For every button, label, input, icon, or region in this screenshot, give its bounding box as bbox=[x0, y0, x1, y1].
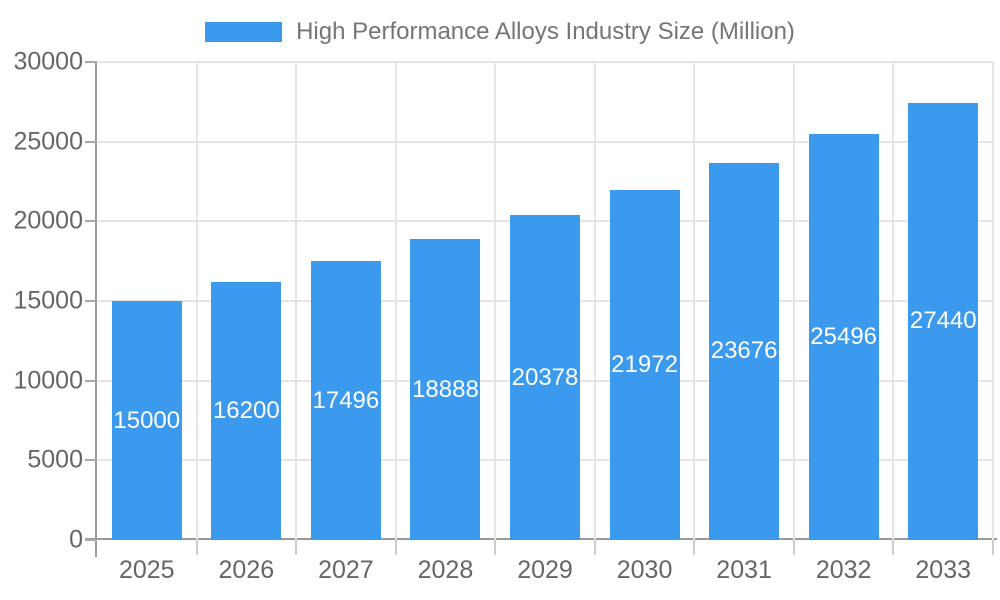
y-tick-label: 15000 bbox=[13, 286, 83, 315]
x-axis-tick bbox=[992, 540, 994, 555]
legend-label: High Performance Alloys Industry Size (M… bbox=[296, 18, 795, 45]
bar[interactable] bbox=[609, 189, 680, 540]
y-tick-label: 30000 bbox=[13, 47, 83, 76]
x-tick-label: 2028 bbox=[417, 556, 474, 584]
bar-value-label: 20378 bbox=[511, 363, 579, 391]
gridline-vertical bbox=[593, 62, 596, 540]
gridline-vertical bbox=[892, 62, 895, 540]
x-tick-label: 2033 bbox=[915, 556, 972, 584]
x-axis-tick bbox=[892, 540, 895, 555]
bar[interactable] bbox=[808, 133, 879, 540]
legend-swatch bbox=[205, 22, 283, 42]
legend[interactable]: High Performance Alloys Industry Size (M… bbox=[0, 12, 1000, 52]
gridline-horizontal bbox=[97, 61, 993, 63]
x-tick-label: 2030 bbox=[616, 556, 673, 584]
bar[interactable] bbox=[211, 281, 282, 540]
x-axis-tick bbox=[792, 540, 795, 555]
gridline-vertical bbox=[394, 62, 397, 540]
x-tick-label: 2032 bbox=[815, 556, 872, 584]
y-tick-label: 10000 bbox=[13, 366, 83, 395]
bar-value-label: 27440 bbox=[909, 307, 977, 335]
y-axis-tick bbox=[85, 300, 97, 302]
x-axis-tick bbox=[494, 540, 497, 555]
bar[interactable] bbox=[111, 301, 182, 540]
x-tick-label: 2031 bbox=[716, 556, 772, 584]
y-axis-tick bbox=[85, 220, 97, 223]
bar[interactable] bbox=[410, 239, 481, 540]
y-axis-tick bbox=[85, 459, 97, 462]
gridline-horizontal bbox=[97, 140, 993, 143]
gridline-vertical bbox=[295, 62, 298, 540]
x-tick-label: 2025 bbox=[118, 556, 175, 584]
y-axis-tick bbox=[85, 379, 97, 382]
y-tick-label: 5000 bbox=[27, 445, 83, 474]
bar-value-label: 15000 bbox=[113, 406, 181, 434]
bar[interactable] bbox=[709, 162, 780, 540]
bar-value-label: 17496 bbox=[312, 386, 380, 414]
bar[interactable] bbox=[908, 102, 979, 540]
bar-value-label: 18888 bbox=[412, 375, 479, 403]
bar-value-label: 16200 bbox=[212, 396, 280, 424]
x-axis-tick bbox=[593, 540, 596, 555]
y-axis-tick bbox=[85, 61, 97, 63]
gridline-vertical bbox=[992, 62, 994, 540]
gridline-vertical bbox=[195, 62, 198, 540]
y-axis-tick bbox=[85, 140, 97, 143]
plot-area: 0 5000 10000 15000 20000 25000 30000 15000 2025 1… bbox=[13, 48, 997, 584]
bar[interactable] bbox=[310, 261, 381, 540]
x-tick-label: 2029 bbox=[517, 556, 573, 584]
bar[interactable] bbox=[510, 215, 580, 540]
y-axis-line bbox=[95, 62, 97, 557]
x-axis-tick bbox=[394, 540, 397, 555]
gridline-vertical bbox=[792, 62, 795, 540]
x-axis-tick bbox=[195, 540, 198, 555]
bar-value-label: 23676 bbox=[710, 337, 778, 365]
y-tick-label: 0 bbox=[69, 525, 83, 554]
x-axis-tick bbox=[693, 540, 696, 555]
y-axis-tick bbox=[85, 539, 97, 541]
bar-value-label: 25496 bbox=[810, 322, 878, 350]
gridline-vertical bbox=[494, 62, 497, 540]
y-tick-label: 20000 bbox=[13, 206, 83, 235]
x-tick-label: 2026 bbox=[218, 556, 275, 584]
x-axis-tick bbox=[295, 540, 298, 555]
x-tick-label: 2027 bbox=[318, 556, 374, 584]
bar-value-label: 21972 bbox=[611, 350, 678, 378]
y-tick-label: 25000 bbox=[13, 127, 83, 156]
gridline-vertical bbox=[693, 62, 696, 540]
